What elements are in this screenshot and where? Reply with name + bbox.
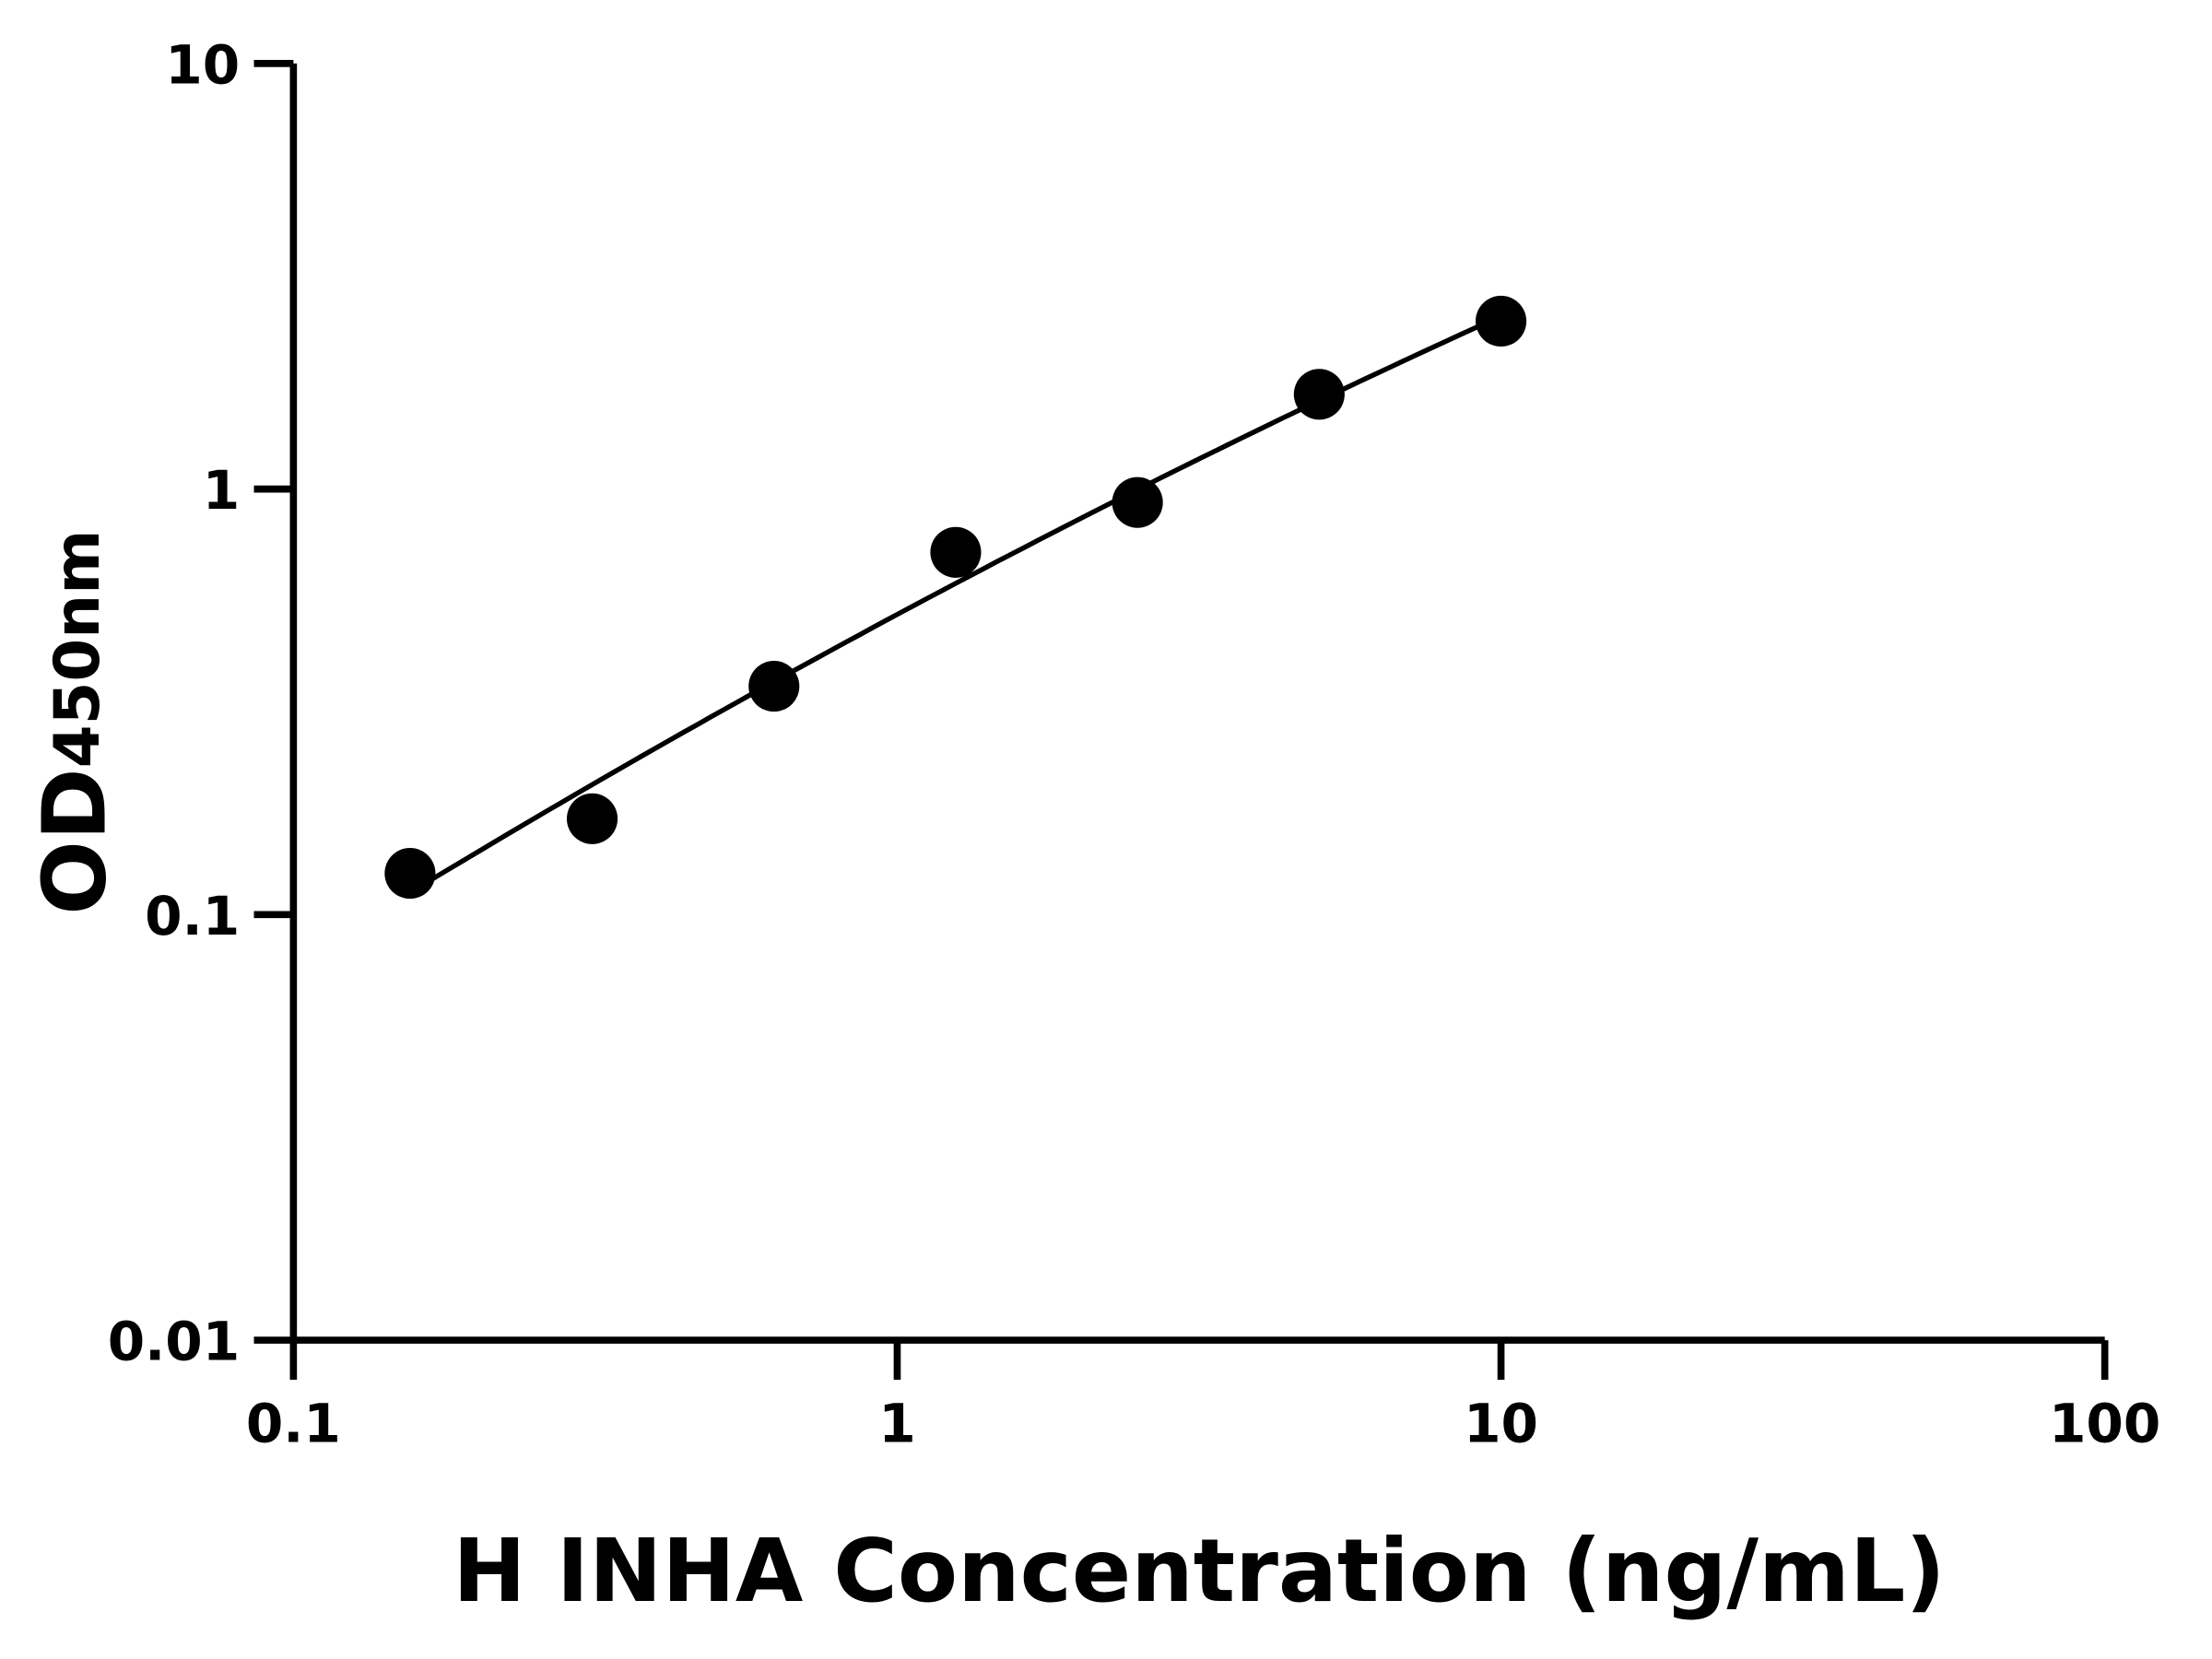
x-tick-label: 100 bbox=[2049, 1392, 2160, 1454]
y-axis-title: OD450nm bbox=[24, 530, 125, 915]
data-point bbox=[1293, 369, 1345, 420]
y-axis-title-main: OD bbox=[24, 768, 125, 914]
data-points bbox=[384, 295, 1527, 900]
data-point bbox=[930, 526, 982, 578]
x-tick-label: 10 bbox=[1464, 1392, 1538, 1454]
y-tick-label: 10 bbox=[165, 33, 240, 96]
y-tick-label: 0.1 bbox=[145, 885, 240, 947]
data-point bbox=[384, 848, 436, 900]
x-tick-label: 0.1 bbox=[246, 1392, 341, 1454]
y-tick-label: 1 bbox=[203, 459, 240, 522]
x-axis-title: H INHA Concentration (ng/mL) bbox=[453, 1521, 1945, 1622]
data-point bbox=[566, 793, 618, 844]
data-point bbox=[1112, 477, 1163, 528]
data-point bbox=[1476, 295, 1527, 347]
y-tick-label: 0.01 bbox=[108, 1311, 241, 1373]
x-tick-label: 1 bbox=[878, 1392, 915, 1454]
y-axis-title-sub: 450nm bbox=[41, 530, 113, 769]
data-point bbox=[748, 661, 800, 712]
